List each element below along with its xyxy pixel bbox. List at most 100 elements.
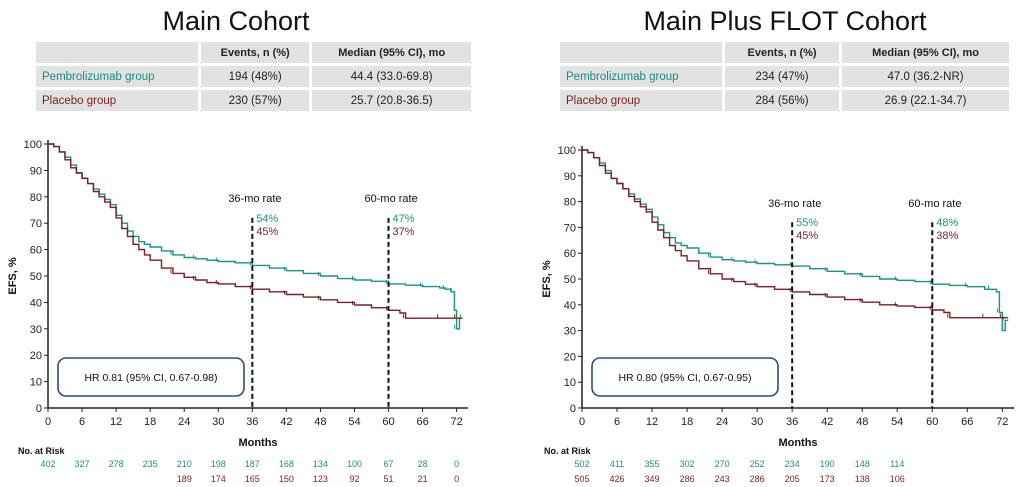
at-risk-pla: 0 — [454, 474, 459, 484]
at-risk-pla: 123 — [313, 474, 328, 484]
x-tick-label: 42 — [821, 416, 833, 428]
at-risk-pem: 270 — [715, 459, 730, 469]
km-chart: 0 10 20 30 40 50 60 70 80 90 100 0 6 12 18 24 30 36 42 48 54… — [7, 139, 468, 484]
events-cell: 194 (48%) — [199, 64, 313, 90]
y-axis-label: EFS, % — [7, 257, 19, 295]
table-header-events: Events, n (%) — [723, 42, 843, 66]
axes: 0 10 20 30 40 50 60 70 80 90 100 0 6 12 18 24 30 36 42 48 54… — [24, 139, 468, 428]
at-risk-pla: 243 — [715, 474, 730, 484]
km-curve-placebo — [582, 149, 1009, 319]
summary-table: Events, n (%) Median (95% CI), mo Pembro… — [560, 42, 1012, 114]
at-risk-pem: 100 — [347, 459, 362, 469]
hr-box — [57, 357, 245, 397]
y-tick-label: 40 — [564, 300, 576, 312]
rate60-pla-value: 38% — [936, 230, 958, 242]
km-chart: 0 10 20 30 40 50 60 70 80 90 100 0 6 12 18 24 30 36 42 48 54… — [541, 145, 1014, 484]
table-row: Pembrolizumab group 194 (48%) 44.4 (33.0… — [36, 64, 474, 90]
at-risk-label: No. at Risk — [18, 446, 66, 456]
at-risk-pla: 205 — [785, 474, 800, 484]
y-tick-label: 90 — [30, 165, 42, 177]
at-risk-pem: 278 — [109, 459, 124, 469]
at-risk-pem: 411 — [610, 459, 624, 469]
table-header-blank — [560, 42, 725, 66]
at-risk-pem: 134 — [313, 459, 328, 469]
table-header-row: Events, n (%) Median (95% CI), mo — [560, 42, 1012, 66]
x-tick-label: 60 — [382, 416, 394, 428]
at-risk-pla: 138 — [855, 474, 870, 484]
y-axis-label: EFS, % — [541, 260, 553, 298]
y-tick-label: 30 — [564, 326, 576, 338]
x-tick-label: 60 — [926, 416, 938, 428]
at-risk-pem: 234 — [785, 459, 800, 469]
group-label-placebo: Placebo group — [36, 88, 201, 114]
hr-text: HR 0.80 (95% CI, 0.67-0.95) — [618, 372, 751, 384]
x-tick-label: 30 — [212, 416, 224, 428]
table-header-median: Median (95% CI), mo — [840, 42, 1012, 66]
x-tick-label: 24 — [178, 416, 190, 428]
y-tick-label: 60 — [564, 248, 576, 260]
group-label-pembrolizumab: Pembrolizumab group — [36, 64, 201, 90]
x-tick-label: 36 — [786, 416, 798, 428]
y-tick-label: 60 — [30, 245, 42, 257]
x-tick-label: 6 — [79, 416, 85, 428]
at-risk-table: 502 505 411 426 355 349 302 286 270 243 252 286 234 2… — [574, 459, 904, 484]
x-tick-label: 72 — [451, 416, 463, 428]
rate36-pem-value: 55% — [796, 217, 818, 229]
at-risk-pla: 165 — [245, 474, 260, 484]
at-risk-pem: 302 — [680, 459, 695, 469]
table-header-blank — [36, 42, 201, 66]
at-risk-pem: 198 — [211, 459, 226, 469]
panel-main-cohort: Main Cohort Events, n (%) Median (95% CI… — [0, 0, 500, 487]
x-tick-label: 66 — [961, 416, 973, 428]
group-label-pembrolizumab: Pembrolizumab group — [560, 64, 725, 90]
x-tick-label: 48 — [314, 416, 326, 428]
x-tick-label: 12 — [646, 416, 658, 428]
axes: 0 10 20 30 40 50 60 70 80 90 100 0 6 12 18 24 30 36 42 48 54… — [558, 145, 1014, 428]
x-axis-label: Months — [238, 437, 277, 449]
at-risk-pem: 210 — [177, 459, 192, 469]
rate60-label: 60-mo rate — [365, 193, 418, 205]
cohort-title: Main Plus FLOT Cohort — [643, 6, 927, 36]
annotations: 36-mo rate 55% 45% 60-mo rate 48% 38% HR… — [541, 198, 961, 456]
y-tick-label: 50 — [30, 271, 42, 283]
x-tick-label: 54 — [348, 416, 360, 428]
panel-main-plus-flot-cohort: Main Plus FLOT Cohort Events, n (%) Medi… — [526, 0, 1026, 487]
median-cell: 47.0 (36.2-NR) — [840, 64, 1012, 90]
median-cell: 26.9 (22.1-34.7) — [840, 88, 1012, 114]
y-tick-label: 80 — [30, 192, 42, 204]
at-risk-pem: 28 — [418, 459, 428, 469]
at-risk-pem: 168 — [279, 459, 294, 469]
y-tick-label: 40 — [30, 297, 42, 309]
hr-text: HR 0.81 (95% CI, 0.67-0.98) — [84, 372, 217, 384]
y-tick-label: 80 — [564, 197, 576, 209]
events-cell: 234 (47%) — [723, 64, 843, 90]
at-risk-pem: 187 — [245, 459, 260, 469]
y-tick-label: 100 — [24, 139, 42, 151]
table-header-row: Events, n (%) Median (95% CI), mo — [36, 42, 474, 66]
at-risk-pla: 92 — [349, 474, 359, 484]
at-risk-pla: 426 — [610, 474, 625, 484]
rate60-pla-value: 37% — [393, 226, 415, 238]
at-risk-pla: 174 — [211, 474, 226, 484]
y-tick-label: 10 — [30, 377, 42, 389]
at-risk-pem: 402 — [40, 459, 55, 469]
x-tick-label: 54 — [891, 416, 903, 428]
at-risk-pem: 67 — [384, 459, 394, 469]
at-risk-pla: 349 — [645, 474, 660, 484]
rate36-pla-value: 45% — [796, 230, 818, 242]
rate60-label: 60-mo rate — [908, 198, 961, 210]
km-curve-placebo — [48, 143, 463, 319]
x-tick-label: 0 — [45, 416, 51, 428]
at-risk-pla: 189 — [177, 474, 192, 484]
x-tick-label: 12 — [110, 416, 122, 428]
y-tick-label: 50 — [564, 274, 576, 286]
table-row: Placebo group 284 (56%) 26.9 (22.1-34.7) — [560, 88, 1012, 114]
events-cell: 230 (57%) — [199, 88, 313, 114]
rate60-pem-value: 48% — [936, 217, 958, 229]
x-tick-label: 48 — [856, 416, 868, 428]
at-risk-pem: 355 — [645, 459, 660, 469]
at-risk-pem: 327 — [75, 459, 90, 469]
rate36-pem-value: 54% — [256, 213, 278, 225]
table-row: Placebo group 230 (57%) 25.7 (20.8-36.5) — [36, 88, 474, 114]
at-risk-pem: 252 — [750, 459, 765, 469]
